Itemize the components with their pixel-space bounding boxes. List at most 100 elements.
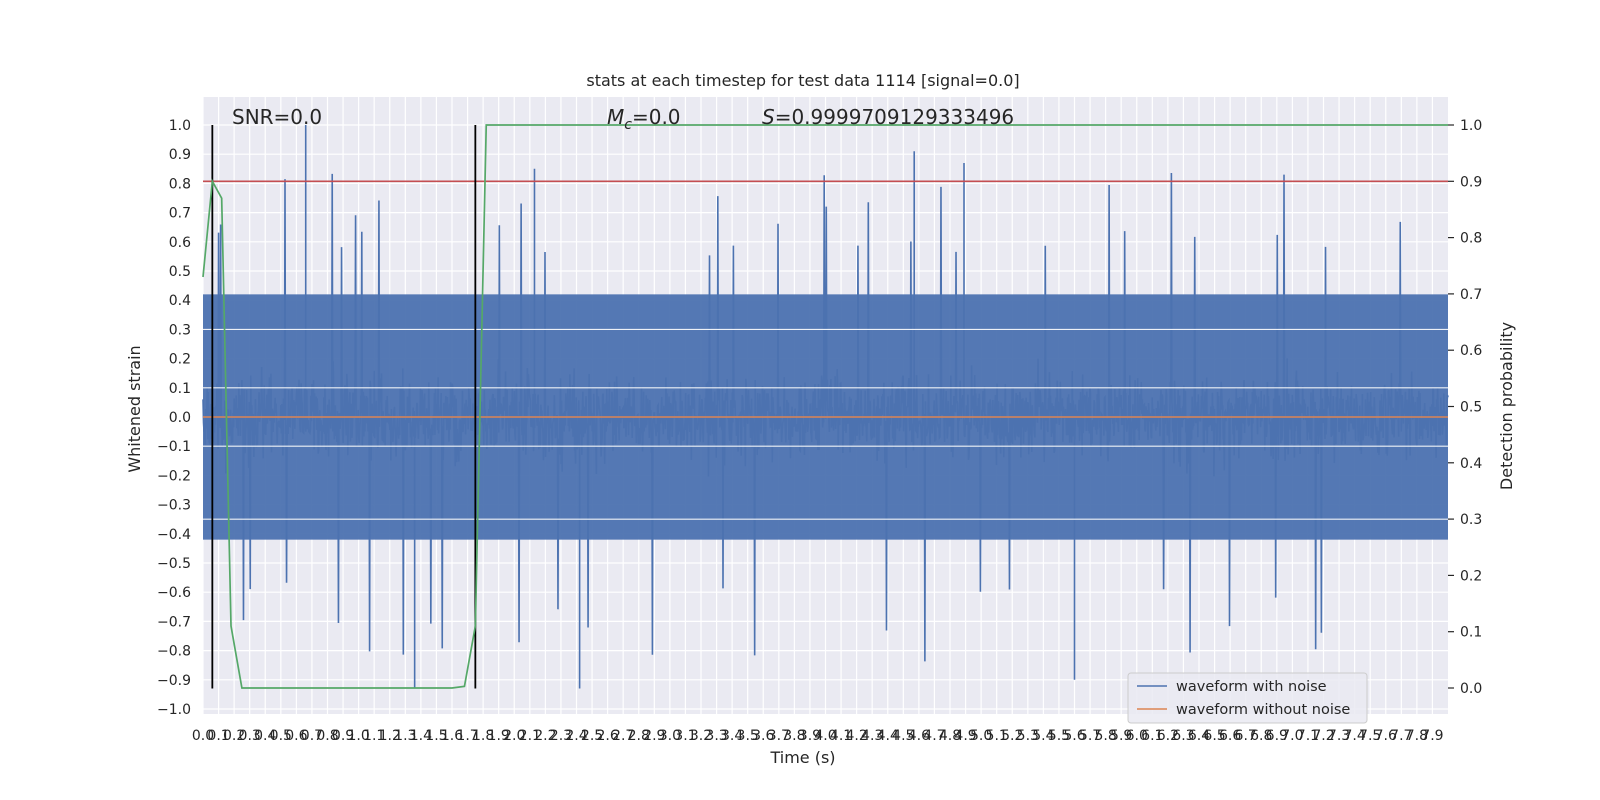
y2-tick-label: 0.1 [1460,625,1482,641]
x-tick-label: 0.2 [223,728,245,744]
legend: waveform with noise waveform without noi… [1127,672,1368,724]
x-tick-label: 7.2 [1312,728,1334,744]
y2-axis-ticks: 1.0 0.9 0.8 0.7 0.6 0.5 0.4 0.3 0.2 0.1 0.0 [1448,118,1482,697]
x-tick-label: 2.9 [643,728,665,744]
x-tick-label: 4.2 [845,728,867,744]
x-tick-label: 2.4 [565,728,587,744]
x-tick-label: 3.5 [737,728,759,744]
y-tick-label: 0.1 [169,381,191,397]
x-tick-label: 7.6 [1375,728,1397,744]
x-tick-label: 2.5 [581,728,603,744]
x-tick-label: 0.1 [207,728,229,744]
y-tick-label: 0.0 [169,410,191,426]
x-tick-label: 5.4 [1032,728,1054,744]
y-tick-label: −0.6 [157,585,191,601]
x-tick-label: 3.8 [783,728,805,744]
y-tick-label: 0.2 [169,352,191,368]
x-tick-label: 7.5 [1359,728,1381,744]
x-tick-label: 0.9 [332,728,354,744]
x-tick-label: 3.9 [799,728,821,744]
y-tick-label: 0.8 [169,176,191,192]
x-tick-label: 1.4 [410,728,432,744]
x-tick-label: 0.7 [301,728,323,744]
y-tick-label: −0.1 [157,439,191,455]
x-tick-label: 2.3 [550,728,572,744]
x-tick-label: 1.8 [472,728,494,744]
s-annotation: S=0.9999709129333496 [762,105,1014,129]
x-tick-label: 4.5 [892,728,914,744]
x-tick-label: 5.2 [1001,728,1023,744]
x-tick-label: 4.4 [877,728,899,744]
x-tick-label: 6.9 [1266,728,1288,744]
x-tick-label: 0.5 [270,728,292,744]
x-tick-label: 7.3 [1328,728,1350,744]
x-tick-label: 2.7 [612,728,634,744]
x-tick-label: 2.6 [596,728,618,744]
x-tick-label: 3.4 [721,728,743,744]
x-tick-label: 6.7 [1235,728,1257,744]
y2-tick-label: 0.3 [1460,512,1482,528]
series-detection-probability [202,124,1448,689]
x-tick-label: 3.7 [768,728,790,744]
y2-tick-label: 0.9 [1460,174,1482,190]
y-tick-label: −0.3 [157,498,191,514]
x-tick-label: 2.2 [534,728,556,744]
x-tick-label: 4.3 [861,728,883,744]
x-tick-label: 7.4 [1343,728,1365,744]
x-tick-label: 5.3 [1017,728,1039,744]
x-tick-label: 1.9 [488,728,510,744]
x-tick-label: 2.0 [503,728,525,744]
x-tick-label: 6.8 [1250,728,1272,744]
x-tick-label: 0.8 [316,728,338,744]
x-tick-label: 6.4 [1188,728,1210,744]
x-tick-label: 5.8 [1094,728,1116,744]
x-tick-label: 1.6 [441,728,463,744]
x-tick-label: 6.5 [1203,728,1225,744]
x-axis-label: Time (s) [769,748,835,767]
x-tick-label: 0.3 [239,728,261,744]
y-tick-label: 0.3 [169,322,191,338]
y-tick-label: −0.2 [157,468,191,484]
x-tick-label: 0.6 [285,728,307,744]
y2-tick-label: 1.0 [1460,118,1482,134]
x-tick-label: 1.5 [425,728,447,744]
y2-tick-label: 0.8 [1460,231,1482,247]
x-tick-label: 7.8 [1406,728,1428,744]
y-tick-label: 1.0 [169,118,191,134]
y2-tick-label: 0.5 [1460,400,1482,416]
legend-item-noise: waveform with noise [1176,679,1327,695]
y2-tick-label: 0.0 [1460,681,1482,697]
x-tick-label: 1.2 [379,728,401,744]
chart-title: stats at each timestep for test data 111… [586,71,1019,90]
x-tick-label: 6.1 [1141,728,1163,744]
x-tick-label: 6.0 [1126,728,1148,744]
y-tick-label: −0.4 [157,527,191,543]
x-tick-label: 3.2 [690,728,712,744]
x-axis-ticks: 0.00.10.20.30.40.50.60.70.80.91.01.11.21… [192,728,1444,744]
x-tick-label: 5.9 [1110,728,1132,744]
y-tick-label: −0.8 [157,644,191,660]
y2-tick-label: 0.6 [1460,343,1482,359]
x-tick-label: 2.8 [628,728,650,744]
y-tick-label: 0.6 [169,235,191,251]
y-tick-label: −1.0 [157,702,191,718]
x-tick-label: 7.9 [1421,728,1443,744]
y2-axis-label: Detection probability [1497,322,1516,490]
y-tick-label: −0.7 [157,614,191,630]
x-tick-label: 5.1 [986,728,1008,744]
legend-item-clean: waveform without noise [1176,702,1350,718]
x-tick-label: 1.0 [347,728,369,744]
x-tick-label: 1.1 [363,728,385,744]
y-axis-label: Whitened strain [125,345,144,472]
x-tick-label: 6.3 [1172,728,1194,744]
x-tick-label: 0.4 [254,728,276,744]
x-tick-label: 6.2 [1157,728,1179,744]
x-tick-label: 4.0 [814,728,836,744]
x-tick-label: 3.1 [674,728,696,744]
x-tick-label: 2.1 [519,728,541,744]
x-tick-label: 4.7 [923,728,945,744]
y-axis-ticks: 1.0 0.9 0.8 0.7 0.6 0.5 0.4 0.3 0.2 0.1 0.0 −0.1 −0.… [157,118,191,718]
mc-annotation: Mc=0.0 [607,105,681,133]
x-tick-label: 7.1 [1297,728,1319,744]
